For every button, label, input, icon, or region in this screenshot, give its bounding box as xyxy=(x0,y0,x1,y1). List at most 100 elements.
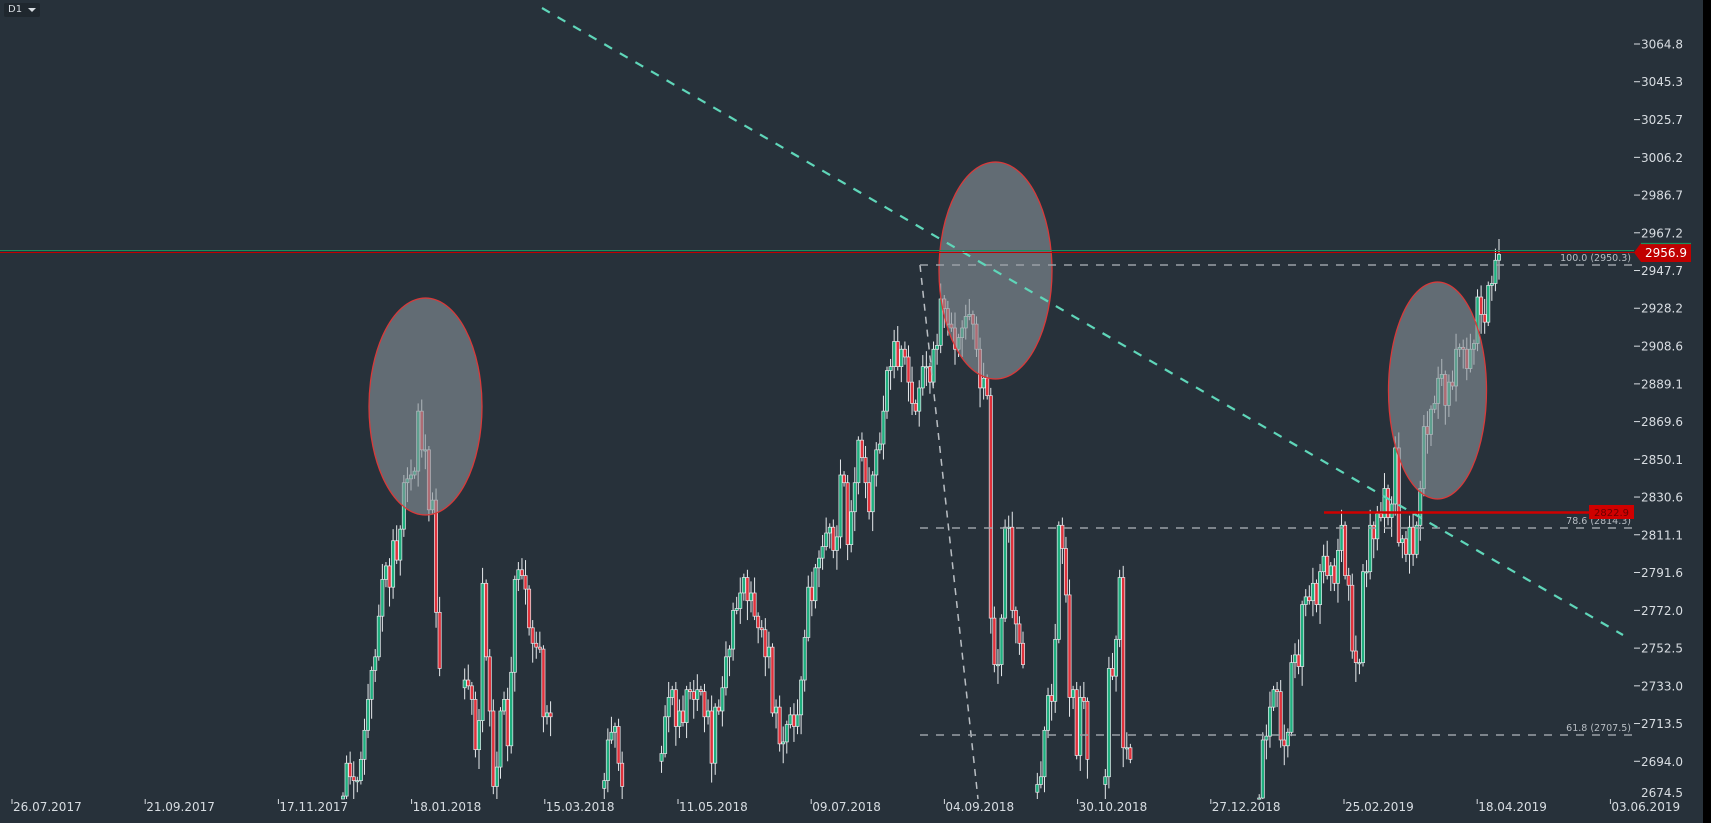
candle-body-bear xyxy=(1378,513,1383,518)
chevron-down-icon xyxy=(28,8,37,12)
candle-body-bull xyxy=(366,699,371,731)
candle-body-bull xyxy=(494,766,499,787)
candle-body-bear xyxy=(1325,555,1330,576)
candle xyxy=(788,707,793,729)
candle-body-bull xyxy=(713,706,718,764)
candle-body-bear xyxy=(867,482,872,513)
candle xyxy=(1411,511,1416,566)
timeframe-dropdown[interactable]: D1 xyxy=(4,3,41,17)
candle xyxy=(509,656,514,754)
candle xyxy=(530,620,535,663)
candle-body-bull xyxy=(766,646,771,658)
price-tick-label: 2986.7 xyxy=(1641,189,1683,203)
price-tick-label: 2830.6 xyxy=(1641,491,1683,505)
candle-body-bull xyxy=(516,569,521,580)
time-tick-label: 15.03.2018 xyxy=(546,800,615,814)
candle-body-bear xyxy=(709,710,714,764)
candle-body-bull xyxy=(834,536,839,551)
candle xyxy=(698,685,703,696)
candle-body-bull xyxy=(509,671,514,747)
candle xyxy=(774,699,779,729)
candle-body-bear xyxy=(519,569,524,576)
candle xyxy=(1071,685,1076,710)
current-price-label: 2956.9 xyxy=(1645,246,1687,260)
candle xyxy=(366,683,371,739)
candle-body-bear xyxy=(1396,447,1401,544)
candle-body-bull xyxy=(813,567,818,602)
candle xyxy=(849,500,854,553)
candle-body-bull xyxy=(999,617,1004,665)
highlight-ellipse-3[interactable] xyxy=(1387,281,1488,500)
candle-body-bull xyxy=(852,482,857,513)
candle xyxy=(1303,589,1308,617)
candle xyxy=(1382,473,1387,534)
candle xyxy=(1289,654,1294,737)
time-tick-label: 17.11.2017 xyxy=(279,800,348,814)
price-axis[interactable]: 3064.8 3045.3 3025.7 3006.2 2986.7 2967.2 2947… xyxy=(1634,38,1683,800)
fib-trend-line[interactable] xyxy=(919,264,979,800)
candle-body-bull xyxy=(995,664,1000,667)
candle xyxy=(781,726,786,764)
candle xyxy=(516,562,521,592)
candle xyxy=(817,550,821,588)
candle-body-bull xyxy=(1389,503,1394,518)
candle xyxy=(1400,534,1405,559)
candle xyxy=(1114,635,1119,692)
fibonacci-retracement[interactable]: 100.0 (2950.3) 78.6 (2814.3) 61.8 (2707.… xyxy=(919,253,1633,800)
candle xyxy=(1128,743,1133,764)
candle xyxy=(1275,681,1280,708)
candle xyxy=(831,519,836,559)
candle-body-bull xyxy=(1489,283,1494,286)
time-tick-label: 26.07.2017 xyxy=(13,800,82,814)
price-tick-label: 2889.1 xyxy=(1641,377,1683,391)
candle-body-bear xyxy=(691,691,696,700)
candle xyxy=(888,358,893,390)
candle-body-bull xyxy=(1293,654,1297,663)
candle xyxy=(1103,769,1108,799)
price-tick-label: 3064.8 xyxy=(1641,38,1683,52)
candle xyxy=(1386,484,1391,526)
candle xyxy=(1042,726,1047,793)
candle xyxy=(1049,683,1054,721)
candle-body-bull xyxy=(1056,524,1061,640)
candle-body-bear xyxy=(1371,524,1376,540)
candle-body-bull xyxy=(741,577,746,594)
time-tick-label: 27.12.2018 xyxy=(1212,800,1281,814)
candle-body-bull xyxy=(820,546,825,559)
price-tick-label: 2947.7 xyxy=(1641,264,1683,278)
candle-body-bear xyxy=(1128,747,1133,760)
candle xyxy=(992,606,997,673)
candle-body-bull xyxy=(398,528,403,561)
candle-body-bull xyxy=(1361,571,1365,663)
candle-body-bear xyxy=(1482,314,1487,323)
candle xyxy=(1332,558,1337,592)
candle-body-bear xyxy=(1346,575,1351,586)
candle xyxy=(906,345,911,402)
candle xyxy=(1318,563,1323,624)
candle xyxy=(766,631,771,669)
candle xyxy=(935,333,940,365)
candle xyxy=(1350,573,1355,659)
candle-body-bull xyxy=(1486,285,1491,323)
candle xyxy=(752,577,757,621)
candle-body-bear xyxy=(487,656,492,712)
highlight-ellipse-1[interactable] xyxy=(368,297,483,516)
candle xyxy=(867,467,872,520)
candle xyxy=(1346,567,1351,601)
time-axis[interactable]: 26.07.2017 21.09.2017 17.11.2017 18.01.2018… xyxy=(11,799,1680,814)
candle-body-bull xyxy=(1497,254,1501,261)
candle-body-bull xyxy=(602,780,607,789)
candle-body-bull xyxy=(899,348,904,368)
candle xyxy=(809,571,814,617)
candle-body-bull xyxy=(1364,571,1369,574)
candle xyxy=(877,432,882,454)
candle-body-bull xyxy=(824,532,829,547)
candle xyxy=(348,751,353,785)
candle-body-bear xyxy=(1314,582,1319,605)
candle-body-bear xyxy=(906,356,911,383)
candle-body-bull xyxy=(1046,695,1051,731)
candle-body-bull xyxy=(935,345,940,350)
candle xyxy=(763,618,768,677)
candle xyxy=(1403,531,1408,563)
